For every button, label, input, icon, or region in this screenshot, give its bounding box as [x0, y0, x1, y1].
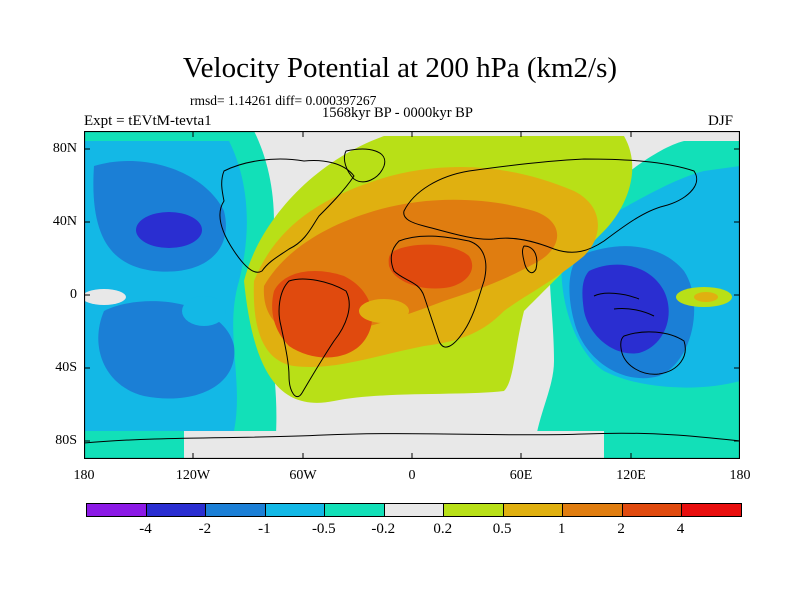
- experiment-label: Expt = tEVtM-tevta1: [84, 113, 212, 129]
- lon-label-120e: 120E: [616, 468, 646, 483]
- coast-eurasia: [403, 158, 697, 253]
- colorbar-label: -1: [258, 521, 271, 537]
- colorbar: [86, 503, 742, 517]
- stats-subtitle: rmsd= 1.14261 diff= 0.000397267: [190, 93, 377, 108]
- colorbar-swatch-6: [444, 504, 504, 516]
- coastlines: [84, 148, 740, 444]
- colorbar-swatch-10: [682, 504, 742, 516]
- center-pos05-east-pacific-eq: [694, 292, 718, 302]
- center-neg2-north-pacific: [136, 212, 202, 248]
- colorbar-swatch-1: [146, 504, 207, 516]
- colorbar-label: -0.2: [371, 521, 396, 537]
- colorbar-label: 0.5: [492, 521, 512, 537]
- colorbar-label: -4: [139, 521, 152, 537]
- velocity-potential-map: [84, 131, 740, 459]
- colorbar-swatch-2: [206, 504, 266, 516]
- lat-label-80n: 80N: [52, 141, 77, 156]
- lon-label-60w: 60W: [289, 468, 317, 483]
- colorbar-label: 0.2: [433, 521, 453, 537]
- colorbar-label: 4: [676, 521, 685, 537]
- season-label: DJF: [708, 113, 734, 129]
- coast-greenland: [343, 148, 386, 183]
- colorbar-swatch-5: [384, 504, 445, 516]
- lon-label-60e: 60E: [509, 468, 533, 483]
- coast-india: [522, 245, 538, 274]
- plot-title: Velocity Potential at 200 hPa (km2/s): [182, 52, 618, 84]
- period-subtitle: 1568kyr BP - 0000kyr BP: [322, 105, 473, 121]
- lat-label-40s: 40S: [55, 360, 77, 375]
- colorbar-swatch-4: [325, 504, 385, 516]
- colorbar-swatch-7: [503, 504, 564, 516]
- center-neg05-pacific-eq: [182, 296, 226, 326]
- colorbar-swatch-0: [87, 504, 147, 516]
- center-neutral-atlantic: [359, 299, 409, 323]
- center-neg2-maritime: [582, 264, 669, 354]
- coast-africa: [390, 235, 487, 348]
- band-pos2-north-africa: [388, 244, 473, 289]
- coast-australia: [620, 331, 686, 375]
- axis-ticks: [84, 131, 740, 459]
- map-panel: [84, 131, 740, 459]
- lat-label-80s: 80S: [55, 433, 77, 448]
- coast-antarctica: [84, 432, 740, 444]
- colorbar-label: -0.5: [311, 521, 336, 537]
- lat-label-0: 0: [70, 287, 77, 302]
- lon-label-180w: 180: [73, 468, 95, 483]
- center-neutral-pacific-eq: [84, 289, 126, 305]
- colorbar-label: -2: [198, 521, 212, 537]
- coast-south-america: [278, 278, 350, 398]
- coast-maritime: [593, 292, 655, 317]
- band-antarctic-neutral: [184, 431, 604, 459]
- lon-label-180e: 180: [729, 468, 751, 483]
- lon-label-0: 0: [408, 468, 416, 483]
- lon-label-120w: 120W: [175, 468, 211, 483]
- colorbar-swatch-3: [265, 504, 326, 516]
- colorbar-label: 1: [557, 521, 566, 537]
- colorbar-swatch-9: [622, 504, 683, 516]
- coast-north-america: [219, 158, 355, 273]
- colorbar-label: 2: [617, 521, 625, 537]
- colorbar-swatch-8: [563, 504, 623, 516]
- lat-label-40n: 40N: [52, 214, 77, 229]
